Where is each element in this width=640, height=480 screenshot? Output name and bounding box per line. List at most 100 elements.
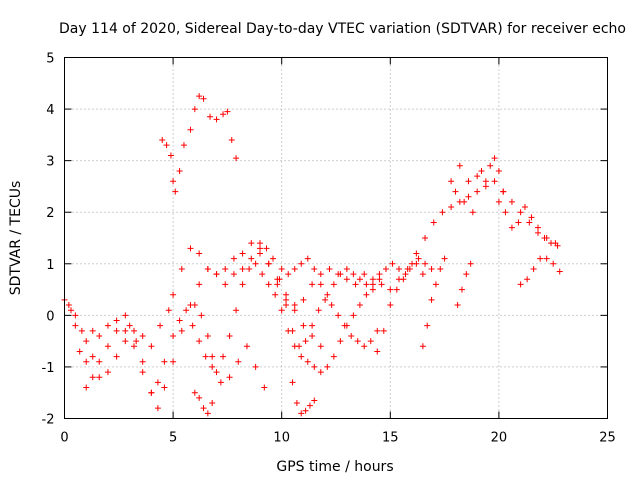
data-point bbox=[363, 291, 370, 298]
data-point bbox=[526, 219, 533, 226]
data-point bbox=[326, 265, 333, 272]
data-point bbox=[554, 242, 561, 249]
data-point bbox=[200, 405, 207, 412]
data-point bbox=[289, 327, 296, 334]
data-point bbox=[461, 198, 468, 205]
data-point bbox=[178, 327, 185, 334]
data-point bbox=[367, 338, 374, 345]
data-point bbox=[322, 296, 329, 303]
data-point bbox=[330, 281, 337, 288]
data-point bbox=[439, 209, 446, 216]
data-point bbox=[122, 338, 129, 345]
data-point bbox=[369, 281, 376, 288]
data-point bbox=[487, 162, 494, 169]
data-point bbox=[309, 322, 316, 329]
data-point bbox=[300, 296, 307, 303]
data-point bbox=[154, 379, 161, 386]
data-point bbox=[235, 358, 242, 365]
data-point bbox=[191, 389, 198, 396]
data-point bbox=[191, 106, 198, 113]
data-point bbox=[274, 281, 281, 288]
data-point bbox=[256, 245, 263, 252]
data-point bbox=[161, 358, 168, 365]
data-point bbox=[68, 307, 75, 314]
data-point bbox=[430, 219, 437, 226]
data-point bbox=[283, 302, 290, 309]
data-point bbox=[246, 265, 253, 272]
data-point bbox=[78, 327, 85, 334]
data-point bbox=[467, 260, 474, 267]
data-point bbox=[298, 410, 305, 417]
data-point bbox=[230, 271, 237, 278]
data-point bbox=[302, 338, 309, 345]
data-point bbox=[233, 155, 240, 162]
data-point bbox=[517, 281, 524, 288]
data-point bbox=[343, 265, 350, 272]
data-point bbox=[170, 358, 177, 365]
data-point bbox=[463, 271, 470, 278]
data-point bbox=[176, 167, 183, 174]
data-point bbox=[309, 281, 316, 288]
data-point bbox=[196, 250, 203, 257]
data-point bbox=[474, 173, 481, 180]
data-point bbox=[315, 307, 322, 314]
data-point bbox=[226, 374, 233, 381]
data-point bbox=[209, 363, 216, 370]
data-point bbox=[161, 384, 168, 391]
data-point bbox=[335, 312, 342, 319]
data-point bbox=[65, 302, 72, 309]
data-point bbox=[83, 384, 90, 391]
data-point bbox=[458, 286, 465, 293]
series-track-h bbox=[256, 240, 381, 350]
data-point bbox=[131, 343, 138, 350]
data-point bbox=[369, 286, 376, 293]
data-point bbox=[441, 255, 448, 262]
data-point bbox=[96, 358, 103, 365]
data-point bbox=[89, 327, 96, 334]
data-point bbox=[343, 276, 350, 283]
data-point bbox=[198, 312, 205, 319]
data-point bbox=[239, 281, 246, 288]
data-point bbox=[170, 332, 177, 339]
axis-ticks bbox=[64, 57, 608, 419]
data-point bbox=[298, 353, 305, 360]
data-point bbox=[306, 402, 313, 409]
data-point bbox=[548, 240, 555, 247]
series-track-a bbox=[159, 93, 240, 195]
data-point bbox=[352, 281, 359, 288]
data-point bbox=[550, 260, 557, 267]
data-point bbox=[534, 229, 541, 236]
data-point bbox=[528, 214, 535, 221]
data-point bbox=[104, 322, 111, 329]
data-point bbox=[259, 271, 266, 278]
series-track-o bbox=[517, 255, 563, 288]
data-point bbox=[204, 265, 211, 272]
data-point bbox=[413, 250, 420, 257]
data-point bbox=[474, 188, 481, 195]
data-point bbox=[263, 245, 270, 252]
x-tick-label: 5 bbox=[169, 431, 177, 446]
data-point bbox=[482, 183, 489, 190]
data-point bbox=[495, 198, 502, 205]
data-point bbox=[389, 260, 396, 267]
data-point bbox=[456, 162, 463, 169]
x-tick-label: 0 bbox=[60, 431, 68, 446]
data-point bbox=[300, 322, 307, 329]
data-point bbox=[228, 137, 235, 144]
data-point bbox=[157, 322, 164, 329]
data-point bbox=[491, 155, 498, 162]
data-point bbox=[374, 327, 381, 334]
data-point bbox=[293, 400, 300, 407]
data-point bbox=[187, 245, 194, 252]
data-point bbox=[104, 369, 111, 376]
data-point bbox=[393, 286, 400, 293]
data-point bbox=[452, 188, 459, 195]
x-tick-labels: 0 5 10 15 20 25 bbox=[60, 431, 615, 446]
data-point bbox=[230, 255, 237, 262]
data-point bbox=[148, 389, 155, 396]
data-point bbox=[139, 358, 146, 365]
data-point bbox=[395, 265, 402, 272]
data-point bbox=[478, 167, 485, 174]
data-point bbox=[272, 291, 279, 298]
